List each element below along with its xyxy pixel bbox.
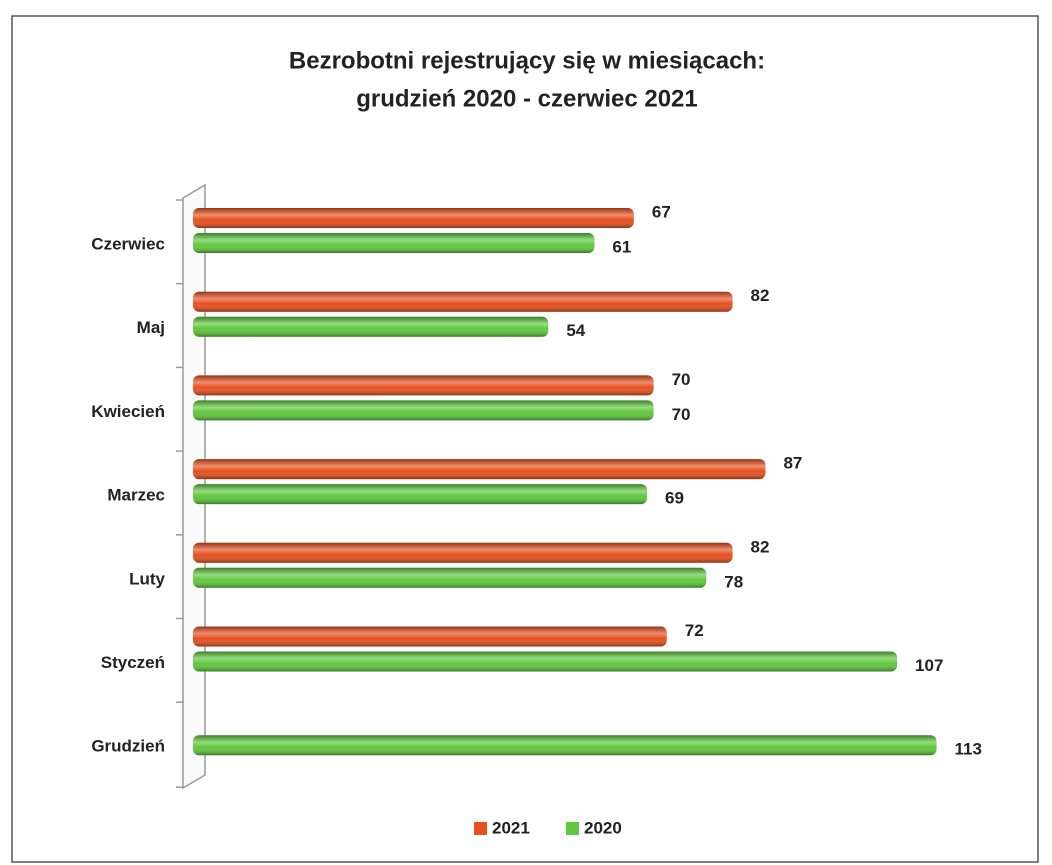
data-label: 87 [783,454,802,473]
data-label: 72 [685,621,704,640]
y-tick-label: Maj [137,318,165,337]
chart-title: grudzień 2020 - czerwiec 2021 [356,85,698,112]
data-label: 67 [652,202,671,221]
bar-shade [193,233,595,253]
bar-shade [193,626,667,647]
data-label: 78 [724,572,743,591]
y-tick-label: Kwiecień [91,402,165,421]
data-label: 113 [955,740,982,759]
bar-shade [193,459,766,480]
data-label: 70 [672,405,691,424]
data-label: 107 [915,656,943,675]
data-label: 70 [672,370,691,389]
y-tick-label: Marzec [107,486,165,505]
bar-shade [193,484,648,505]
bar-shade [193,400,654,421]
bar-shade [193,375,654,396]
bar-shade [193,567,707,588]
frame [11,15,1039,863]
y-tick-label: Styczeń [101,653,165,672]
legend-label: 2021 [492,818,530,837]
y-tick-label: Czerwiec [91,234,165,253]
y-tick-label: Grudzień [91,737,165,756]
legend-swatch [474,822,487,835]
chart-title: Bezrobotni rejestrujący się w miesiącach… [289,47,765,74]
legend-swatch [566,822,579,835]
data-label: 54 [566,321,585,340]
bar-shade [193,651,898,672]
y-tick-label: Luty [129,569,165,588]
legend-label: 2020 [584,818,622,837]
bar-shade [193,208,634,228]
data-label: 61 [612,237,631,256]
bar-shade [193,291,733,312]
bar-shade [193,316,549,337]
bar-shade [193,542,733,563]
data-label: 69 [665,489,684,508]
bar-shade [193,735,937,756]
data-label: 82 [751,537,770,556]
data-label: 82 [751,286,770,305]
